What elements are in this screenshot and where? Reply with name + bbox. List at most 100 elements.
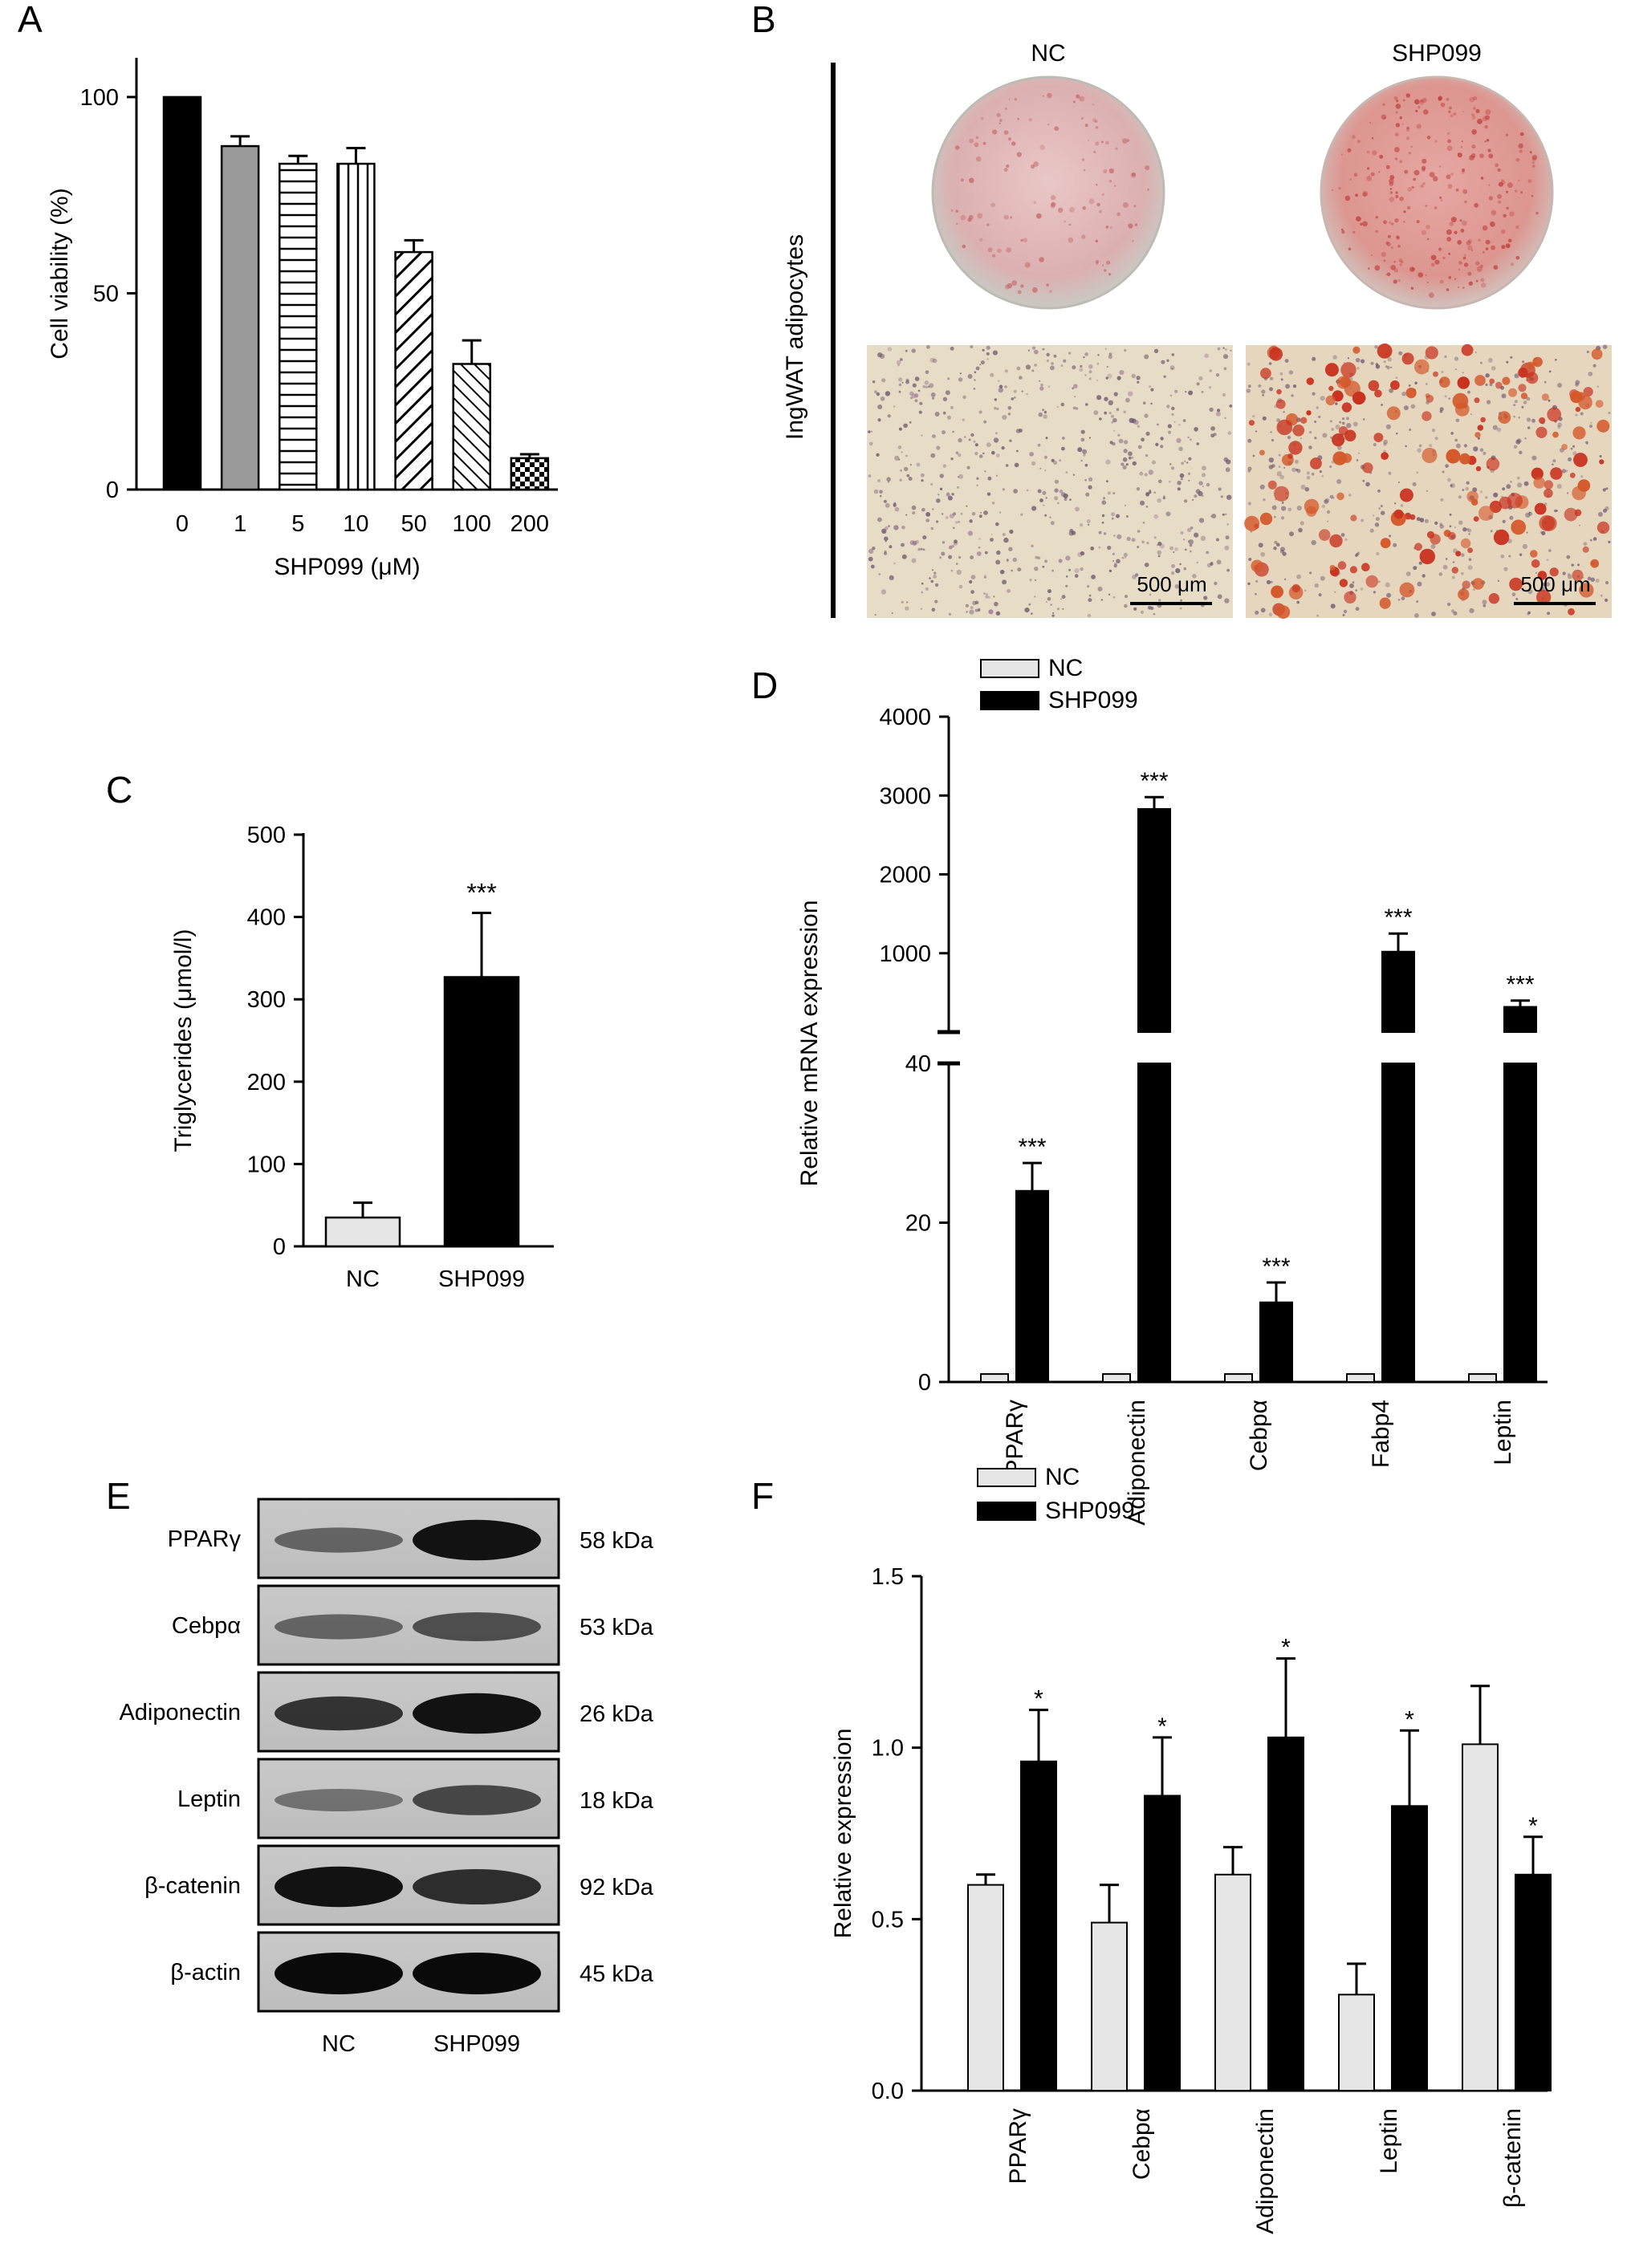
micrograph-texture bbox=[1108, 352, 1112, 356]
dish-stain-texture bbox=[1017, 117, 1020, 120]
micrograph-texture bbox=[1377, 580, 1381, 583]
micrograph-lipid-droplet bbox=[1381, 452, 1389, 461]
micrograph-texture bbox=[1393, 543, 1397, 547]
micrograph-texture bbox=[897, 364, 900, 367]
micrograph-texture bbox=[1137, 530, 1141, 533]
micrograph-texture bbox=[885, 502, 890, 508]
micrograph-texture bbox=[1062, 608, 1064, 611]
micrograph-texture bbox=[1013, 389, 1017, 393]
micrograph-texture bbox=[1386, 592, 1392, 598]
micrograph-lipid-droplet bbox=[1573, 453, 1588, 467]
micrograph-lipid-droplet bbox=[1248, 420, 1255, 426]
micrograph-lipid-droplet bbox=[1462, 580, 1470, 589]
micrograph-texture bbox=[1595, 579, 1600, 583]
micrograph-texture bbox=[1044, 559, 1047, 563]
dish-stain-texture bbox=[1468, 238, 1473, 243]
micrograph-texture bbox=[1068, 568, 1072, 571]
micrograph-texture bbox=[1544, 380, 1547, 384]
dish-stain-texture bbox=[1471, 144, 1476, 149]
micrograph-lipid-droplet bbox=[1350, 514, 1357, 522]
micrograph-texture bbox=[1304, 589, 1307, 591]
micrograph-texture bbox=[1097, 354, 1100, 356]
d-legend-swatch-nc bbox=[980, 659, 1039, 678]
dish-stain-texture bbox=[979, 238, 983, 242]
dish-stain-texture bbox=[1427, 282, 1429, 283]
micrograph-texture bbox=[1016, 449, 1019, 453]
micrograph-texture bbox=[1039, 386, 1044, 391]
micrograph-texture bbox=[1326, 520, 1329, 522]
micrograph-lipid-droplet bbox=[1480, 417, 1486, 423]
dish-stain-texture bbox=[1411, 185, 1414, 189]
micrograph-texture bbox=[1326, 510, 1331, 514]
micrograph-texture bbox=[1527, 589, 1533, 595]
micrograph-texture bbox=[1466, 481, 1470, 485]
micrograph-texture bbox=[1131, 538, 1136, 543]
micrograph-texture bbox=[1298, 527, 1303, 533]
micrograph-texture bbox=[1383, 442, 1387, 446]
dish-stain-texture bbox=[1134, 223, 1138, 226]
blot-band-0-0 bbox=[275, 1527, 403, 1553]
micrograph-texture bbox=[1318, 593, 1322, 597]
micrograph-texture bbox=[1602, 344, 1608, 350]
micrograph-texture bbox=[1519, 553, 1523, 556]
micrograph-texture bbox=[954, 539, 958, 544]
micrograph-texture bbox=[1571, 563, 1575, 567]
micrograph-texture bbox=[868, 441, 873, 446]
dish-stain-texture bbox=[1352, 135, 1356, 140]
dish-stain-texture bbox=[1389, 175, 1395, 180]
micrograph-lipid-droplet bbox=[1341, 402, 1352, 413]
micrograph-texture bbox=[1149, 593, 1152, 596]
dish-stain-texture bbox=[1446, 174, 1451, 180]
micrograph-texture bbox=[1572, 445, 1575, 448]
micrograph-texture bbox=[1028, 603, 1031, 606]
dish-stain-texture bbox=[1410, 287, 1414, 290]
micrograph-lipid-droplet bbox=[1564, 507, 1578, 522]
micrograph-texture bbox=[1054, 496, 1059, 501]
micrograph-texture bbox=[1440, 498, 1444, 502]
micrograph-lipid-droplet bbox=[1474, 397, 1480, 404]
micrograph-texture bbox=[972, 600, 977, 605]
micrograph-lipid-droplet bbox=[1507, 493, 1523, 509]
micrograph-texture bbox=[1300, 437, 1302, 440]
dish-stain-texture bbox=[1386, 242, 1391, 246]
dish-stain-texture bbox=[1399, 116, 1403, 120]
micrograph-texture bbox=[1209, 407, 1214, 413]
micrograph-texture bbox=[941, 513, 944, 515]
micrograph-texture bbox=[1105, 376, 1108, 380]
micrograph-texture bbox=[1098, 546, 1101, 549]
micrograph-texture bbox=[1142, 401, 1146, 405]
micrograph-texture bbox=[1124, 595, 1129, 599]
dish-stain-texture bbox=[992, 129, 998, 135]
micrograph-texture bbox=[1202, 473, 1206, 478]
micrograph-texture bbox=[906, 474, 910, 478]
micrograph-texture bbox=[1283, 411, 1285, 413]
blot-size: 92 kDa bbox=[580, 1875, 654, 1900]
micrograph-texture bbox=[1047, 589, 1051, 594]
micrograph-texture bbox=[1108, 569, 1112, 573]
micrograph-texture bbox=[1198, 518, 1205, 523]
dish-stain-texture bbox=[1406, 205, 1411, 210]
micrograph-texture bbox=[953, 526, 955, 530]
micrograph-texture bbox=[1309, 431, 1312, 434]
micrograph-texture bbox=[1182, 419, 1186, 422]
micrograph-texture bbox=[1596, 385, 1600, 388]
d-bar-nc-4 bbox=[1468, 1373, 1497, 1383]
dish-stain-texture bbox=[1393, 96, 1398, 100]
dish-stain-texture bbox=[1426, 238, 1430, 241]
dish-stain-texture bbox=[1393, 260, 1396, 263]
micrograph-texture bbox=[1562, 571, 1566, 575]
dish-stain-texture bbox=[960, 214, 966, 221]
micrograph-texture bbox=[1296, 574, 1301, 579]
micrograph-texture bbox=[1362, 479, 1365, 482]
dish-stain-texture bbox=[1003, 130, 1009, 136]
micrograph-texture bbox=[1142, 522, 1145, 524]
micrograph-texture bbox=[1280, 516, 1285, 520]
micrograph-texture bbox=[1439, 522, 1442, 526]
micrograph-texture bbox=[1246, 388, 1251, 393]
micrograph-texture bbox=[1418, 444, 1422, 448]
micrograph-texture bbox=[881, 589, 887, 595]
micrograph-texture bbox=[1113, 564, 1117, 568]
micrograph-texture bbox=[1100, 599, 1104, 601]
micrograph-texture bbox=[911, 558, 917, 563]
micrograph-texture bbox=[1387, 357, 1393, 362]
